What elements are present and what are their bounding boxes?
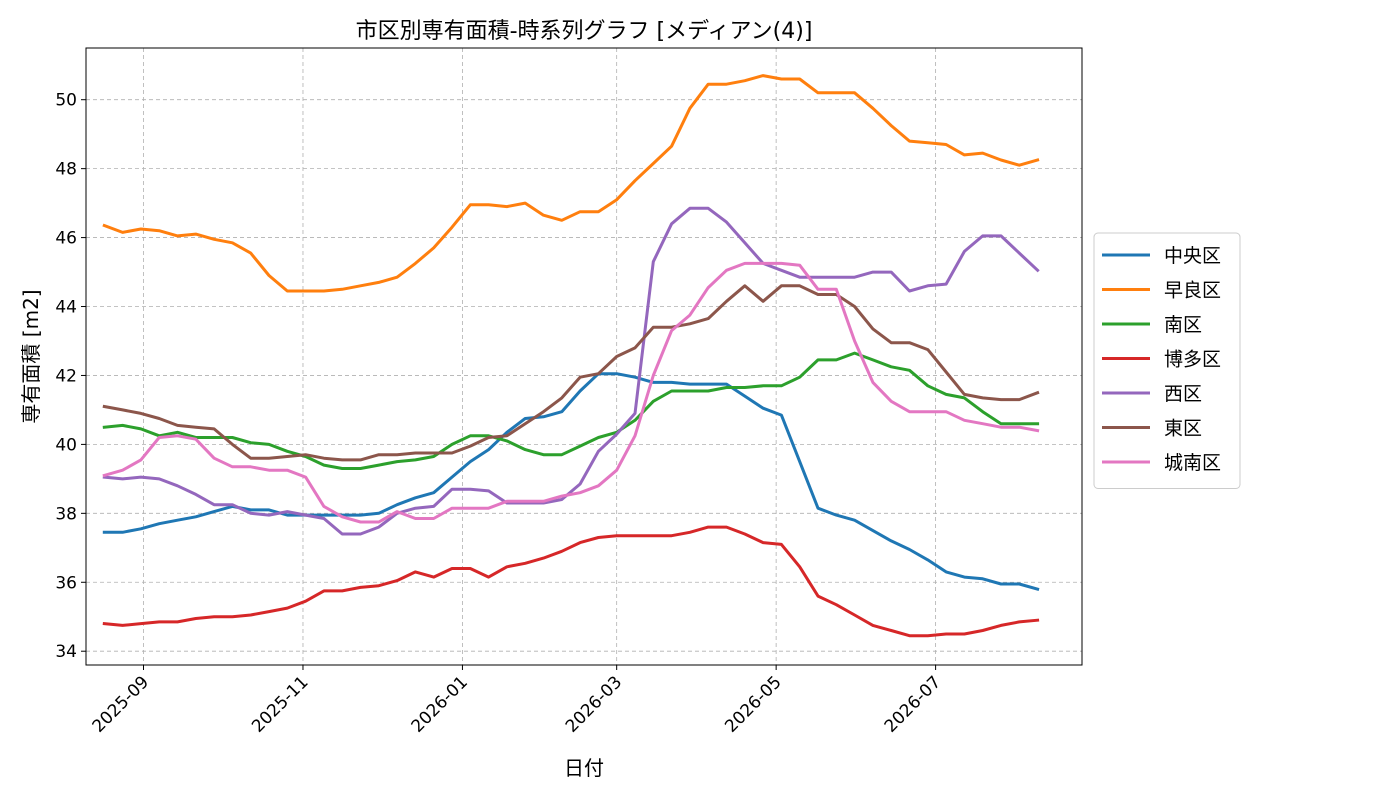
x-axis-title: 日付 (564, 756, 604, 780)
legend-label: 東区 (1164, 418, 1202, 440)
y-tick-label: 38 (55, 504, 77, 524)
legend-label: 城南区 (1164, 452, 1221, 474)
series-line (102, 525, 1040, 638)
series-line (102, 261, 1040, 524)
y-tick-label: 40 (55, 435, 77, 455)
series-line (102, 206, 1040, 536)
legend-label: 西区 (1164, 383, 1202, 405)
y-tick-label: 46 (55, 229, 77, 249)
y-tick-label: 50 (55, 91, 77, 111)
chart-title: 市区別専有面積-時系列グラフ [メディアン(4)] (356, 19, 813, 44)
y-tick-label: 44 (55, 298, 77, 318)
series-lines (102, 74, 1040, 638)
y-tick-label: 36 (55, 573, 77, 593)
legend-label: 博多区 (1164, 349, 1221, 371)
series-line (102, 74, 1040, 293)
y-axis-title: 専有面積 [m2] (19, 289, 43, 423)
legend-box (1093, 232, 1241, 489)
series-line (102, 284, 1040, 462)
legend-label: 南区 (1164, 314, 1202, 336)
y-tick-label: 34 (55, 642, 77, 662)
y-tick-label: 48 (55, 160, 77, 180)
y-tick-label: 42 (55, 366, 77, 386)
legend-label: 早良区 (1164, 280, 1221, 302)
plot-frame (85, 47, 1083, 666)
legend-label: 中央区 (1164, 245, 1221, 267)
series-line (102, 351, 1040, 470)
series-line (102, 372, 1040, 592)
